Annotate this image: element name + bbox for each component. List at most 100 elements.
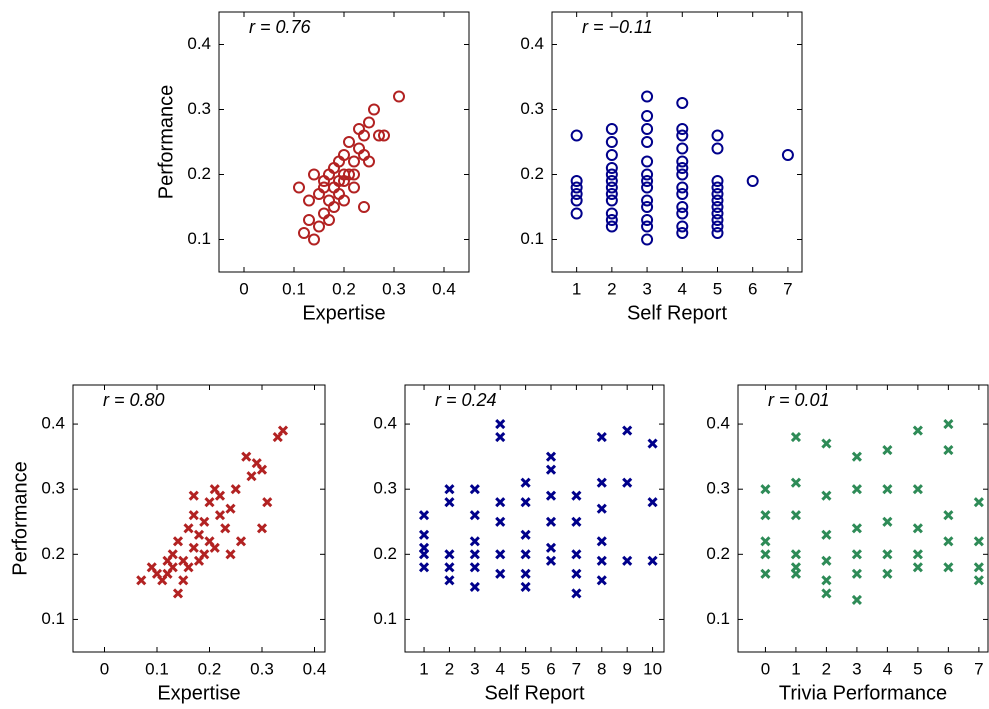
point <box>605 181 618 194</box>
point <box>676 129 689 142</box>
point <box>358 129 370 142</box>
point-stroke <box>622 425 633 436</box>
point-stroke <box>851 594 862 605</box>
point-stroke <box>520 581 531 592</box>
point <box>605 162 618 174</box>
point <box>641 220 654 233</box>
point <box>882 568 893 579</box>
point <box>570 188 583 200</box>
point <box>167 549 178 560</box>
point-stroke <box>790 568 801 579</box>
point-stroke <box>821 555 832 566</box>
y-tick-label: 0.4 <box>41 414 65 433</box>
point <box>298 227 310 239</box>
point <box>605 149 618 161</box>
point <box>912 484 923 495</box>
point <box>851 523 862 534</box>
annotation: r = 0.01 <box>768 390 830 410</box>
point <box>882 516 893 527</box>
point-stroke <box>444 484 455 495</box>
x-tick-label: 1 <box>791 659 800 678</box>
point <box>676 142 689 155</box>
point-stroke <box>821 529 832 540</box>
point-stroke <box>851 523 862 534</box>
point <box>821 575 832 586</box>
point-stroke <box>495 568 506 579</box>
panel: 0 1 2 3 4 5 6 7 0.1 0.2 0.3 0.4 r = 0.01 Trivia Perfo… <box>706 384 989 704</box>
point-stroke <box>469 536 480 547</box>
point <box>760 510 771 521</box>
point-stroke <box>596 503 607 514</box>
point <box>303 214 315 226</box>
point-stroke <box>444 549 455 560</box>
point-stroke <box>209 484 220 495</box>
point-stroke <box>851 451 862 462</box>
y-tick-label: 0.3 <box>373 479 397 498</box>
point <box>136 575 147 586</box>
point <box>545 464 557 475</box>
point <box>230 484 241 495</box>
point <box>790 432 801 443</box>
x-tick-label: 8 <box>597 659 606 678</box>
point <box>851 568 862 579</box>
point <box>943 562 954 573</box>
point <box>912 549 923 560</box>
point <box>220 523 231 534</box>
annotation: r = 0.76 <box>249 17 312 37</box>
point <box>570 175 583 187</box>
x-tick-label: 0.4 <box>303 659 327 678</box>
point-stroke <box>943 536 954 547</box>
x-tick-label: 2 <box>445 659 454 678</box>
point <box>256 523 268 534</box>
point <box>444 497 455 508</box>
point-stroke <box>882 568 893 579</box>
x-axis-label: Self Report <box>484 682 584 704</box>
point <box>676 155 689 168</box>
point-stroke <box>973 562 984 573</box>
point-stroke <box>469 581 480 592</box>
point-stroke <box>172 536 184 547</box>
point <box>711 201 724 213</box>
y-tick-label: 0.2 <box>41 544 65 563</box>
point-stroke <box>851 568 862 579</box>
point <box>711 220 724 233</box>
x-tick-label: 2 <box>607 279 616 298</box>
point <box>520 549 531 560</box>
point-stroke <box>545 464 557 475</box>
point <box>676 181 689 194</box>
x-tick-label: 0 <box>761 659 770 678</box>
point-stroke <box>596 477 607 488</box>
point <box>647 438 658 449</box>
point <box>851 451 862 462</box>
point-stroke <box>495 549 506 560</box>
point <box>641 201 654 213</box>
point <box>882 484 893 495</box>
x-tick-label: 6 <box>748 279 757 298</box>
x-tick-label: 1 <box>572 279 581 298</box>
point <box>313 220 325 233</box>
x-axis-label: Expertise <box>302 302 385 324</box>
point-stroke <box>596 555 607 566</box>
point-stroke <box>912 484 923 495</box>
y-tick-label: 0.4 <box>187 34 211 53</box>
point <box>821 555 832 566</box>
point-stroke <box>943 510 954 521</box>
point-stroke <box>596 536 607 547</box>
point-stroke <box>571 588 582 599</box>
point <box>188 490 199 501</box>
point <box>348 168 360 181</box>
point <box>641 233 654 246</box>
point <box>358 149 370 161</box>
point <box>418 529 430 540</box>
point-stroke <box>520 549 531 560</box>
point <box>647 555 658 566</box>
point-stroke <box>188 542 199 553</box>
x-tick-label: 3 <box>642 279 651 298</box>
point <box>545 516 557 527</box>
point-stroke <box>760 510 771 521</box>
y-tick-label: 0.3 <box>706 479 730 498</box>
point <box>469 562 480 573</box>
point <box>882 445 893 456</box>
point-stroke <box>545 542 557 553</box>
